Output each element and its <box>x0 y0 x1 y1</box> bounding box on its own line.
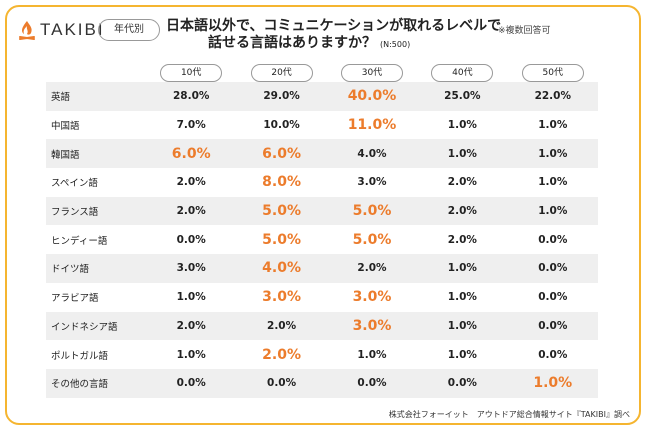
value-cell: 1.0% <box>507 368 598 398</box>
source-credit: 株式会社フォーイット アウトドア総合情報サイト『TAKIBI』調べ <box>388 410 630 419</box>
table-row: アラビア語 1.0% 3.0% 3.0% 1.0% 0.0% <box>46 283 598 312</box>
value-cell: 22.0% <box>507 82 598 111</box>
value-cell: 1.0% <box>357 348 387 361</box>
row-label: アラビア語 <box>51 293 99 305</box>
brand-name: TAKIBI <box>40 20 105 39</box>
value-cell: 1.0% <box>507 139 598 169</box>
title-line-2: 話せる言語はありますか？ <box>208 35 376 51</box>
value-cell: 3.0% <box>262 289 301 306</box>
value-cell: 6.0% <box>236 139 327 169</box>
value-cell: 1.0% <box>176 348 206 361</box>
value-cell: 2.0% <box>262 346 301 363</box>
value-cell: 2.0% <box>417 196 508 226</box>
table-row: スペイン語 2.0% 8.0% 3.0% 2.0% 1.0% <box>46 168 598 197</box>
takibi-logo: TAKIBI <box>18 20 105 40</box>
value-cell: 4.0% <box>326 139 418 169</box>
table-row: 韓国語 6.0% 6.0% 4.0% 1.0% 1.0% <box>46 139 598 169</box>
row-label: フランス語 <box>46 196 146 226</box>
col-header-30s: 30代 <box>340 64 403 82</box>
value-cell: 40.0% <box>326 82 418 111</box>
title-line-1: 日本語以外で、コミュニケーションが取れるレベルで <box>166 18 502 34</box>
value-cell: 2.0% <box>146 196 237 226</box>
value-cell: 28.0% <box>146 82 237 111</box>
row-label: ヒンディー語 <box>51 235 108 247</box>
header-row: 10代 20代 30代 40代 50代 <box>46 60 598 82</box>
value-cell: 6.0% <box>146 139 237 169</box>
value-cell: 0.0% <box>176 233 206 246</box>
value-cell: 1.0% <box>447 119 477 132</box>
value-cell: 5.0% <box>352 231 392 248</box>
table-row: 英語 28.0% 29.0% 40.0% 25.0% 22.0% <box>46 82 598 111</box>
col-header-40s: 40代 <box>431 64 494 82</box>
value-cell: 0.0% <box>538 291 568 304</box>
table-row: ヒンディー語 0.0% 5.0% 5.0% 2.0% 0.0% <box>46 225 598 254</box>
value-cell: 2.0% <box>146 311 237 341</box>
value-cell: 2.0% <box>447 176 477 189</box>
chart-title: 日本語以外で、コミュニケーションが取れるレベルで 話せる言語はありますか？ (N:… <box>166 18 506 53</box>
col-header-10s: 10代 <box>160 64 223 82</box>
value-cell: 7.0% <box>176 119 206 132</box>
value-cell: 1.0% <box>176 291 206 304</box>
value-cell: 3.0% <box>326 311 418 341</box>
value-cell: 25.0% <box>417 82 508 111</box>
value-cell: 0.0% <box>538 233 568 246</box>
value-cell: 3.0% <box>352 289 392 306</box>
table-row: 中国語 7.0% 10.0% 11.0% 1.0% 1.0% <box>46 111 598 140</box>
value-cell: 0.0% <box>507 311 598 341</box>
value-cell: 8.0% <box>262 174 301 191</box>
header-blank <box>46 60 146 82</box>
row-label: スペイン語 <box>51 178 98 190</box>
row-label: その他の言語 <box>46 368 146 398</box>
value-cell: 2.0% <box>176 176 206 189</box>
value-cell: 1.0% <box>417 139 508 169</box>
multiple-answer-note: ※複数回答可 <box>498 26 551 36</box>
value-cell: 2.0% <box>326 254 418 283</box>
value-cell: 5.0% <box>326 196 418 226</box>
col-header-20s: 20代 <box>250 64 313 82</box>
value-cell: 5.0% <box>262 231 301 248</box>
value-cell: 2.0% <box>447 233 477 246</box>
value-cell: 1.0% <box>538 119 568 132</box>
value-cell: 1.0% <box>447 348 477 361</box>
value-cell: 0.0% <box>417 368 508 398</box>
value-cell: 1.0% <box>417 311 508 341</box>
table-body: 英語 28.0% 29.0% 40.0% 25.0% 22.0% 中国語 7.0% 10.0% 1… <box>46 82 598 398</box>
results-table: 10代 20代 30代 40代 50代 英語 28.0% 29.0% 40.0% 25.… <box>46 60 598 398</box>
value-cell: 0.0% <box>146 368 237 398</box>
value-cell: 1.0% <box>507 196 598 226</box>
table-row: ドイツ語 3.0% 4.0% 2.0% 1.0% 0.0% <box>46 254 598 283</box>
row-label: 英語 <box>46 82 146 111</box>
age-group-badge: 年代別 <box>98 19 160 41</box>
value-cell: 1.0% <box>447 291 477 304</box>
row-label: ドイツ語 <box>46 254 146 283</box>
row-label: インドネシア語 <box>46 311 146 341</box>
value-cell: 1.0% <box>538 176 568 189</box>
row-label: 韓国語 <box>46 139 146 169</box>
table-row: ポルトガル語 1.0% 2.0% 1.0% 1.0% 0.0% <box>46 340 598 369</box>
sample-size: (N:500) <box>380 40 411 49</box>
value-cell: 0.0% <box>538 348 568 361</box>
value-cell: 0.0% <box>326 368 418 398</box>
value-cell: 3.0% <box>357 176 387 189</box>
row-label: 中国語 <box>51 121 80 133</box>
value-cell: 1.0% <box>417 254 508 283</box>
value-cell: 4.0% <box>236 254 327 283</box>
table-row: フランス語 2.0% 5.0% 5.0% 2.0% 1.0% <box>46 196 598 226</box>
value-cell: 5.0% <box>236 196 327 226</box>
value-cell: 3.0% <box>146 254 237 283</box>
row-label: ポルトガル語 <box>51 350 109 362</box>
campfire-icon <box>19 21 35 40</box>
col-header-50s: 50代 <box>521 64 584 82</box>
value-cell: 0.0% <box>236 368 327 398</box>
value-cell: 0.0% <box>507 254 598 283</box>
value-cell: 29.0% <box>236 82 327 111</box>
value-cell: 2.0% <box>236 311 327 341</box>
table-row: その他の言語 0.0% 0.0% 0.0% 0.0% 1.0% <box>46 368 598 398</box>
value-cell: 10.0% <box>263 119 300 132</box>
value-cell: 11.0% <box>347 117 397 134</box>
table-row: インドネシア語 2.0% 2.0% 3.0% 1.0% 0.0% <box>46 311 598 341</box>
